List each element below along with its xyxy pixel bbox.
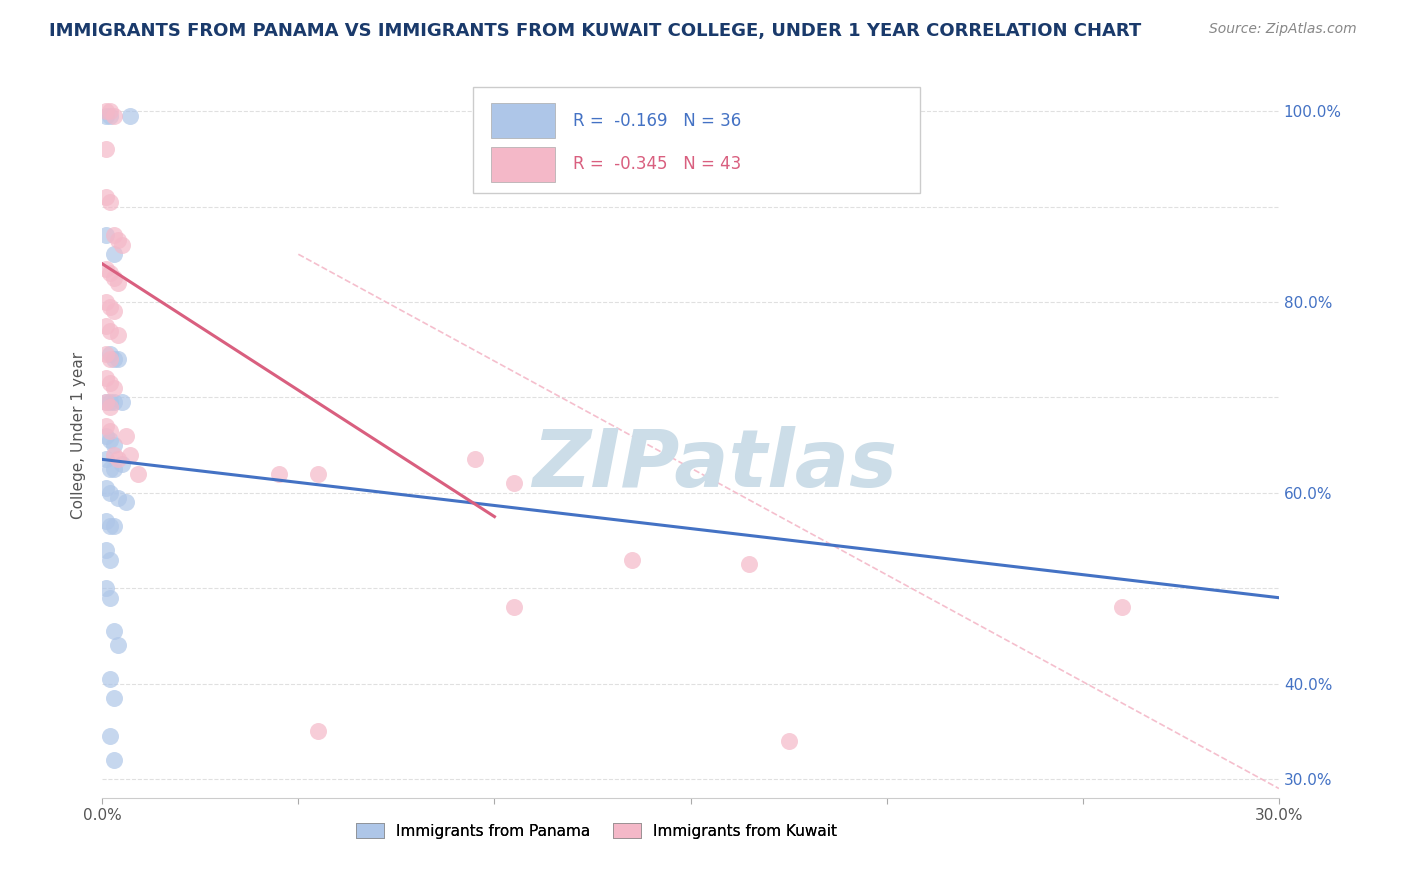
- Point: [464, 452, 486, 467]
- Point: [107, 233, 129, 247]
- Point: [118, 448, 141, 462]
- Point: [94, 371, 117, 385]
- Point: [503, 476, 526, 491]
- FancyBboxPatch shape: [491, 103, 555, 138]
- Point: [98, 266, 121, 280]
- Point: [98, 485, 121, 500]
- Point: [98, 347, 121, 361]
- Point: [94, 428, 117, 442]
- Point: [94, 581, 117, 595]
- Legend: Immigrants from Panama, Immigrants from Kuwait: Immigrants from Panama, Immigrants from …: [350, 816, 842, 845]
- Point: [307, 724, 329, 739]
- Point: [111, 457, 134, 471]
- Point: [98, 519, 121, 533]
- Point: [103, 462, 125, 476]
- Point: [620, 552, 643, 566]
- Point: [94, 190, 117, 204]
- Text: IMMIGRANTS FROM PANAMA VS IMMIGRANTS FROM KUWAIT COLLEGE, UNDER 1 YEAR CORRELATI: IMMIGRANTS FROM PANAMA VS IMMIGRANTS FRO…: [49, 22, 1142, 40]
- Point: [107, 639, 129, 653]
- Point: [94, 543, 117, 558]
- Point: [98, 300, 121, 314]
- Point: [103, 381, 125, 395]
- Point: [738, 558, 761, 572]
- Point: [94, 261, 117, 276]
- Point: [98, 462, 121, 476]
- Point: [103, 352, 125, 367]
- Point: [98, 400, 121, 414]
- Text: Source: ZipAtlas.com: Source: ZipAtlas.com: [1209, 22, 1357, 37]
- Point: [94, 295, 117, 310]
- Point: [98, 104, 121, 119]
- Point: [107, 328, 129, 343]
- Point: [98, 395, 121, 409]
- FancyBboxPatch shape: [472, 87, 920, 193]
- Point: [114, 428, 136, 442]
- Point: [103, 624, 125, 639]
- Point: [103, 753, 125, 767]
- FancyBboxPatch shape: [491, 147, 555, 182]
- Point: [94, 142, 117, 156]
- Point: [103, 304, 125, 318]
- Point: [1111, 600, 1133, 615]
- Point: [94, 395, 117, 409]
- Point: [107, 352, 129, 367]
- Point: [778, 734, 800, 748]
- Point: [94, 515, 117, 529]
- Point: [98, 591, 121, 605]
- Point: [98, 552, 121, 566]
- Point: [98, 376, 121, 390]
- Point: [98, 194, 121, 209]
- Point: [103, 690, 125, 705]
- Y-axis label: College, Under 1 year: College, Under 1 year: [72, 352, 86, 519]
- Point: [503, 600, 526, 615]
- Point: [111, 395, 134, 409]
- Point: [103, 438, 125, 452]
- Point: [94, 395, 117, 409]
- Point: [307, 467, 329, 481]
- Point: [98, 352, 121, 367]
- Point: [94, 481, 117, 495]
- Point: [118, 109, 141, 123]
- Point: [127, 467, 149, 481]
- Point: [103, 519, 125, 533]
- Text: R =  -0.169   N = 36: R = -0.169 N = 36: [572, 112, 741, 130]
- Point: [98, 424, 121, 438]
- Point: [103, 395, 125, 409]
- Point: [94, 228, 117, 243]
- Point: [94, 318, 117, 333]
- Point: [103, 247, 125, 261]
- Point: [94, 452, 117, 467]
- Point: [98, 434, 121, 448]
- Point: [98, 729, 121, 743]
- Point: [94, 104, 117, 119]
- Point: [94, 347, 117, 361]
- Point: [94, 419, 117, 434]
- Text: R =  -0.345   N = 43: R = -0.345 N = 43: [572, 155, 741, 173]
- Point: [107, 491, 129, 505]
- Point: [267, 467, 290, 481]
- Point: [98, 324, 121, 338]
- Point: [107, 276, 129, 290]
- Point: [94, 109, 117, 123]
- Point: [98, 109, 121, 123]
- Point: [107, 452, 129, 467]
- Point: [111, 237, 134, 252]
- Point: [114, 495, 136, 509]
- Point: [103, 228, 125, 243]
- Point: [98, 672, 121, 686]
- Point: [103, 109, 125, 123]
- Text: ZIPatlas: ZIPatlas: [531, 425, 897, 503]
- Point: [103, 448, 125, 462]
- Point: [103, 271, 125, 285]
